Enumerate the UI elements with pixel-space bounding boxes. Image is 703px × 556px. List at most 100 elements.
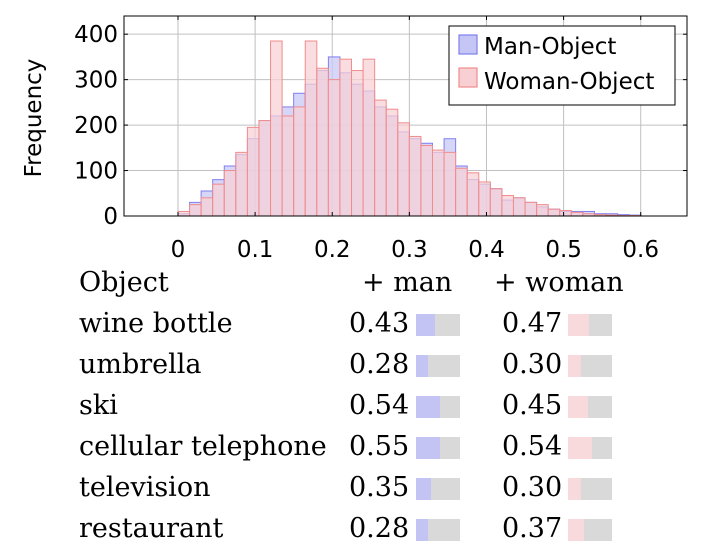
man-score-bar	[416, 396, 460, 418]
x-tick-label: 0.2	[314, 237, 351, 262]
woman-score-bar	[568, 478, 612, 500]
histogram-bar	[212, 183, 225, 217]
woman-score-bar-fill	[568, 314, 589, 336]
histogram-bar	[246, 126, 260, 217]
histogram-bar	[339, 58, 353, 217]
histogram-bar	[316, 67, 329, 217]
histogram-bar	[408, 135, 422, 217]
y-tick-label: 300	[74, 68, 118, 94]
x-tick-label: 0	[171, 237, 186, 262]
histogram-bar	[293, 106, 306, 217]
histogram-bar	[489, 188, 503, 217]
y-tick-label: 0	[103, 204, 118, 230]
histogram-bar	[455, 167, 468, 217]
woman-score-bar	[568, 396, 612, 418]
man-score: 0.55	[349, 431, 410, 462]
woman-score-bar-fill	[568, 437, 592, 459]
histogram-bar	[235, 151, 248, 217]
x-tick-label: 0.4	[468, 237, 505, 262]
object-name: umbrella	[79, 349, 202, 380]
man-score-bar-fill	[416, 396, 440, 418]
woman-score: 0.45	[502, 390, 563, 421]
histogram-bar	[270, 40, 283, 217]
woman-score-bar	[568, 519, 612, 541]
axis-ticks: 0 0.1 0.2 0.3 0.4 0.5 0.6 0 100 200 300 400	[74, 16, 687, 262]
histogram-bar	[281, 115, 295, 217]
woman-score-bar	[568, 437, 612, 459]
woman-score: 0.54	[502, 431, 563, 462]
histogram-bar	[420, 145, 433, 217]
man-score: 0.28	[349, 513, 410, 544]
man-score-bar-fill	[416, 519, 429, 541]
object-name: wine bottle	[79, 308, 233, 339]
man-score-bar	[416, 314, 460, 336]
woman-score-bar-fill	[568, 478, 582, 500]
woman-score-bar	[568, 314, 612, 336]
y-tick-label: 200	[74, 113, 118, 139]
histogram-bar	[512, 197, 526, 217]
man-score: 0.28	[349, 349, 410, 380]
man-score-bar-fill	[416, 478, 432, 500]
woman-score: 0.30	[502, 349, 563, 380]
histogram-bar	[385, 108, 399, 217]
woman-score-bar	[568, 355, 612, 377]
object-score-table: Object + man + woman wine bottle 0.43 0.47…	[0, 262, 703, 556]
histogram-bar	[374, 99, 387, 217]
man-score-bar-fill	[416, 437, 441, 459]
histogram-bar	[200, 197, 214, 217]
histogram-bar	[362, 58, 376, 217]
object-name: television	[79, 472, 211, 503]
histogram-bar	[189, 204, 202, 217]
man-score-bar-fill	[416, 314, 435, 336]
histogram-bar	[258, 120, 272, 217]
plot-frame	[123, 15, 688, 217]
y-axis-label: Frequency	[21, 59, 47, 178]
legend: Man-Object Woman-Object	[448, 25, 676, 106]
y-tick-label: 100	[74, 159, 118, 185]
histogram-bar	[466, 172, 480, 217]
histogram-bar	[304, 40, 318, 217]
histogram-bar	[478, 181, 491, 217]
legend-label-man: Man-Object	[484, 34, 616, 60]
woman-score: 0.47	[502, 308, 563, 339]
legend-swatch-woman	[458, 67, 478, 88]
histogram-bar	[397, 122, 410, 217]
legend-label-woman: Woman-Object	[484, 69, 654, 95]
header-object: Object	[79, 267, 169, 298]
woman-score: 0.30	[502, 472, 563, 503]
man-score: 0.54	[349, 390, 410, 421]
man-score: 0.43	[349, 308, 410, 339]
man-score-bar	[416, 355, 460, 377]
legend-box	[448, 25, 676, 106]
object-name: restaurant	[79, 513, 224, 544]
object-name: ski	[79, 390, 118, 421]
x-tick-label: 0.5	[545, 237, 582, 262]
header-woman: + woman	[494, 267, 624, 298]
histogram-bar	[559, 210, 572, 217]
histogram-bar	[570, 211, 584, 217]
woman-score: 0.37	[502, 513, 563, 544]
x-tick-label: 0.6	[622, 237, 659, 262]
histogram-bar	[223, 170, 237, 217]
man-score-bar	[416, 519, 460, 541]
x-tick-label: 0.3	[391, 237, 428, 262]
woman-score-bar-fill	[568, 396, 588, 418]
woman-object-bars	[177, 40, 642, 217]
histogram-bar	[327, 79, 341, 217]
woman-score-bar-fill	[568, 519, 585, 541]
histogram-bar	[536, 204, 549, 217]
man-score-bar	[416, 437, 460, 459]
woman-score-bar-fill	[568, 355, 582, 377]
y-tick-label: 400	[74, 22, 118, 48]
histogram-bar	[547, 208, 561, 217]
histogram-bar	[524, 201, 538, 217]
histogram-bar	[177, 210, 191, 217]
header-man: + man	[362, 267, 453, 298]
man-score-bar-fill	[416, 355, 429, 377]
histogram-bar	[351, 70, 364, 217]
object-name: cellular telephone	[79, 431, 327, 462]
man-score-bar	[416, 478, 460, 500]
legend-swatch-man	[458, 34, 478, 55]
man-score: 0.35	[349, 472, 410, 503]
histogram-chart: 0 0.1 0.2 0.3 0.4 0.5 0.6 0 100 200 300 400 Frequen…	[21, 15, 688, 262]
